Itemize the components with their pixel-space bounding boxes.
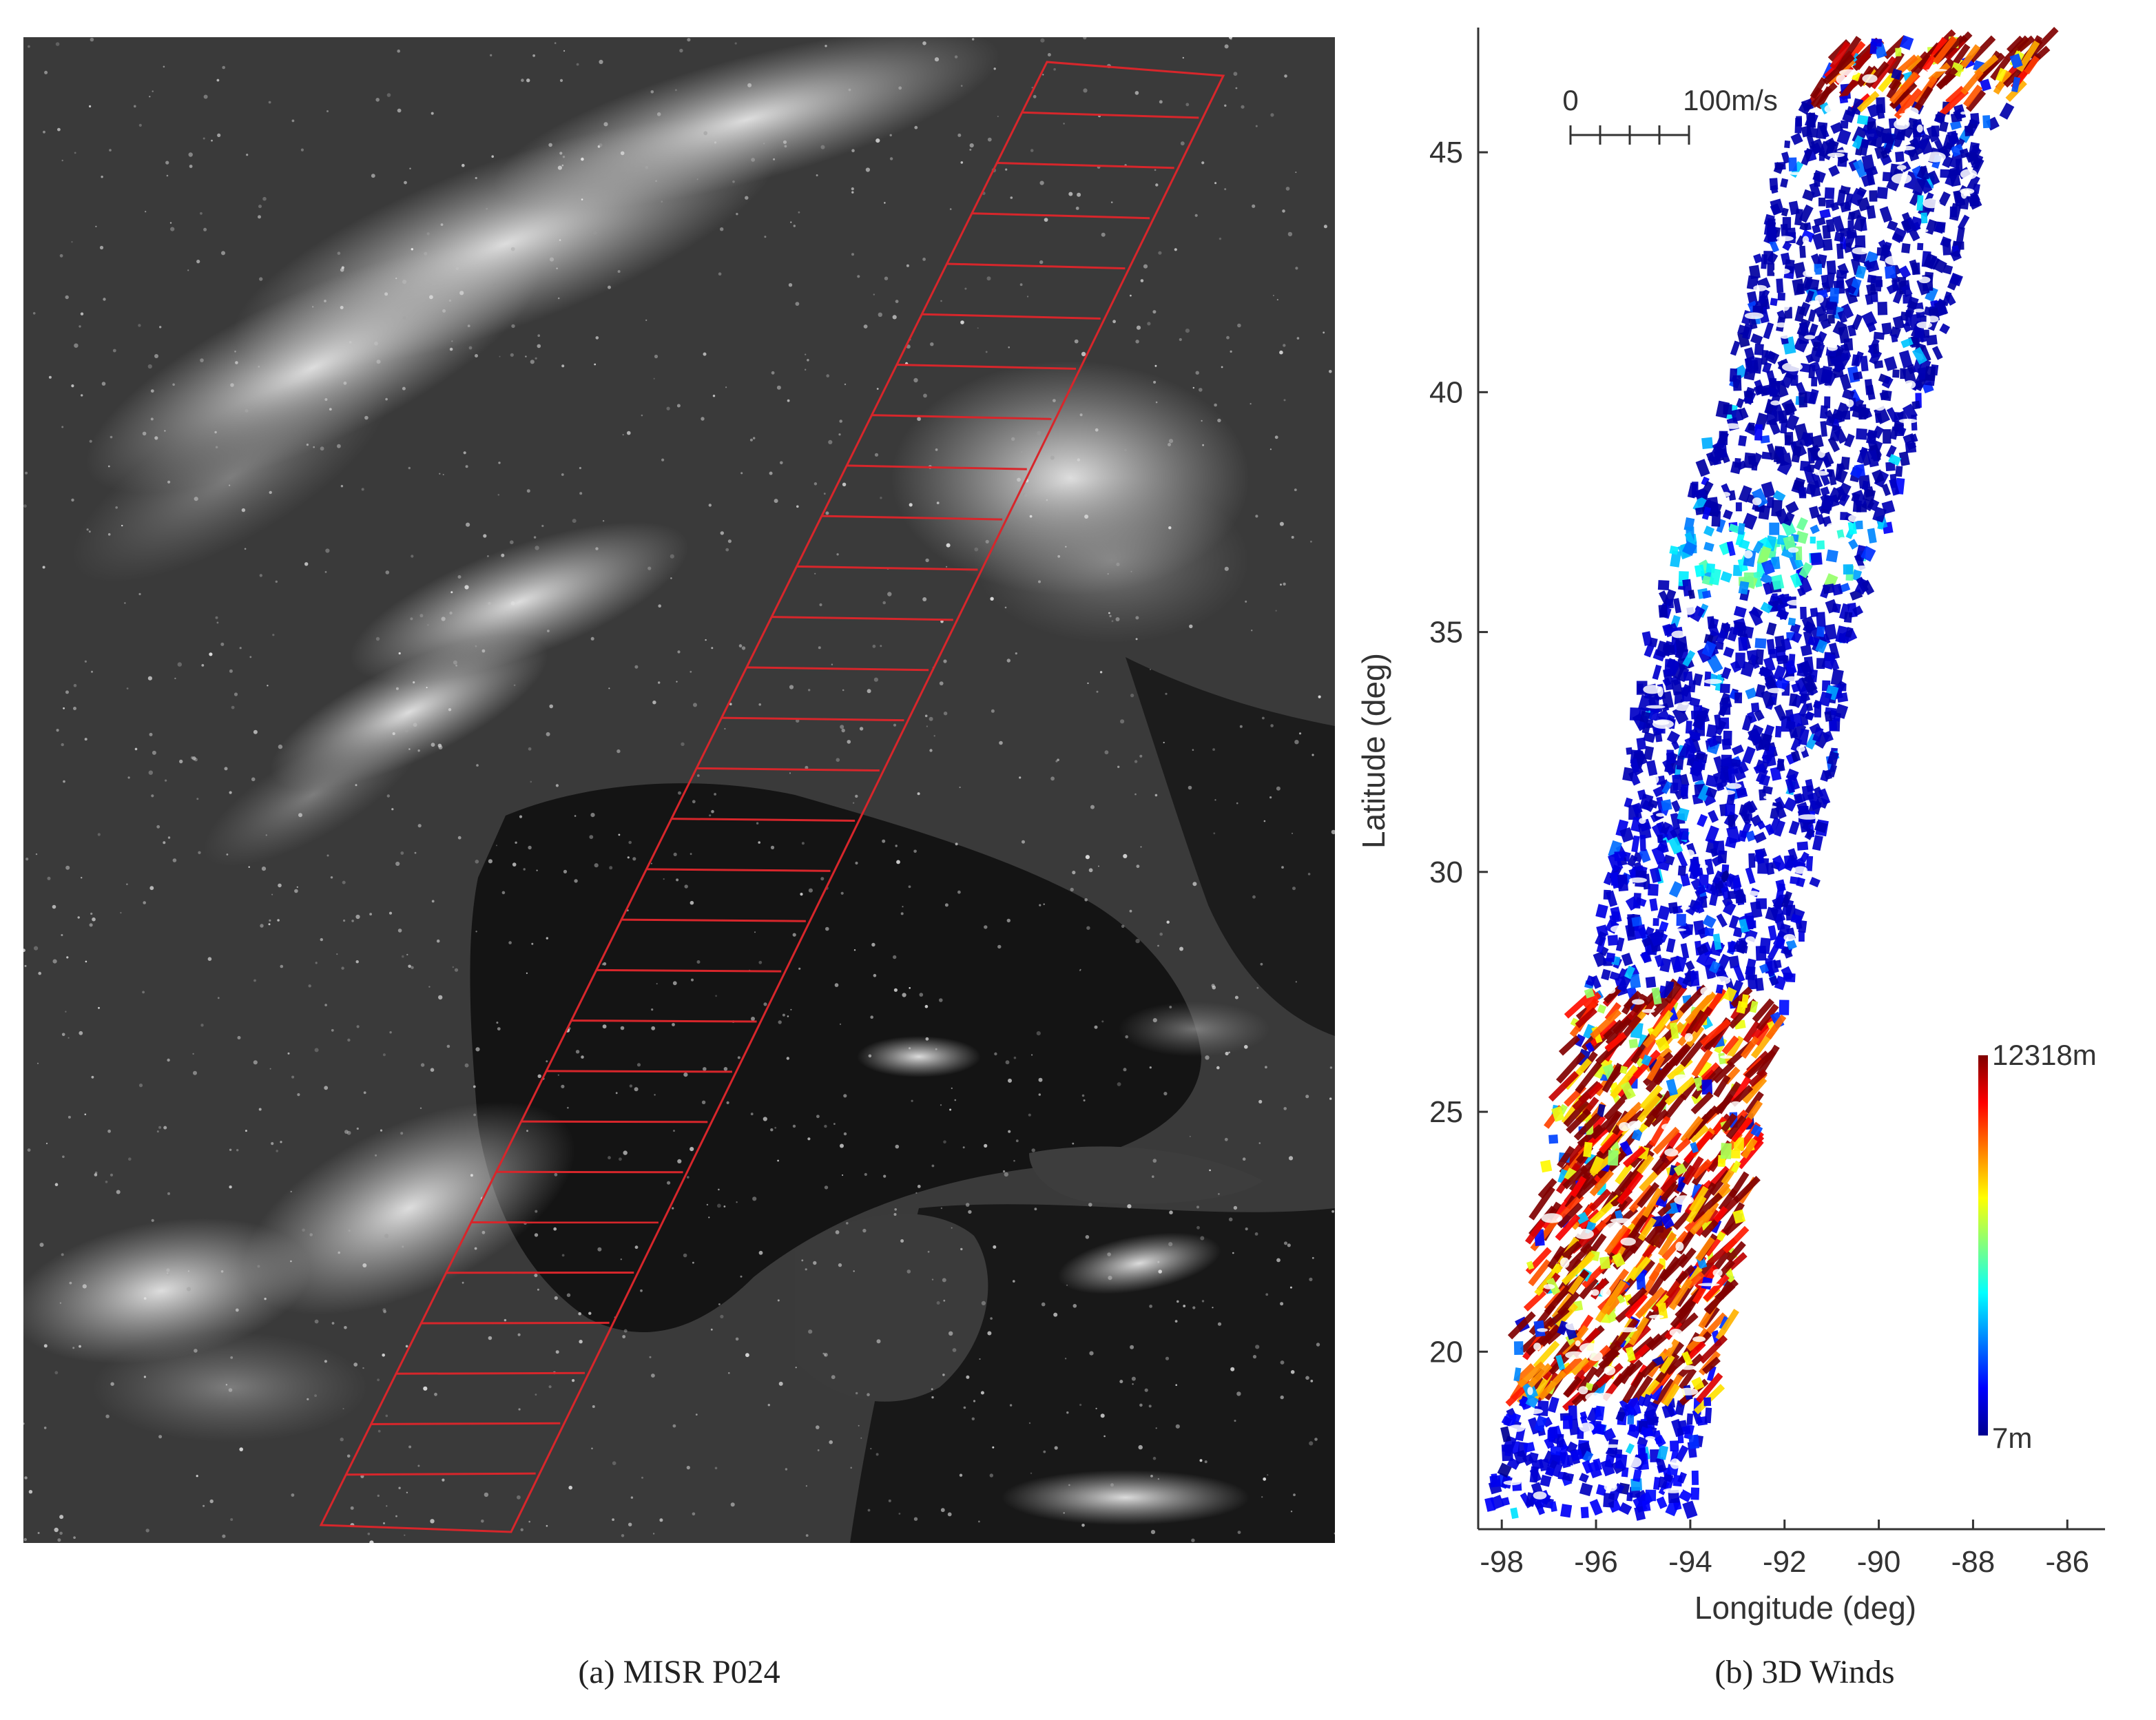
misr-block-divider xyxy=(946,262,1126,270)
misr-block-divider xyxy=(346,1472,536,1476)
colorbar-min-label: 7m xyxy=(1992,1422,2032,1454)
cloud xyxy=(242,1101,576,1315)
misr-path-blocks xyxy=(319,61,1225,1533)
x-tick-label: -90 xyxy=(1857,1545,1901,1579)
y-axis-label: Latitude (deg) xyxy=(1356,653,1391,849)
scale-bar-end-label: 100m/s xyxy=(1683,84,1778,116)
misr-block-divider xyxy=(621,918,806,922)
x-tick-label: -88 xyxy=(1951,1545,1996,1579)
misr-block-divider xyxy=(796,565,978,571)
satellite-image xyxy=(11,29,1336,1545)
misr-block-divider xyxy=(521,1120,708,1123)
atlantic-water xyxy=(1126,657,1335,1036)
cloud-speckles xyxy=(22,35,1336,1545)
cloud xyxy=(92,1332,368,1442)
misr-block-divider xyxy=(821,515,1003,521)
scale-bar-start-label: 0 xyxy=(1562,84,1578,116)
misr-block-divider xyxy=(971,212,1150,220)
x-tick-label: -94 xyxy=(1668,1545,1712,1579)
cloud xyxy=(857,1036,981,1077)
y-tick-label: 40 xyxy=(1429,375,1463,409)
misr-block-divider xyxy=(771,616,953,621)
height-colorbar: 12318m 7m xyxy=(1978,1039,2097,1454)
misr-block-divider xyxy=(596,968,782,973)
misr-block-divider xyxy=(746,666,929,672)
cuba xyxy=(1029,1146,1263,1204)
misr-block-divider xyxy=(896,363,1077,370)
colorbar-max-label: 12318m xyxy=(1992,1039,2097,1071)
y-tick-label: 30 xyxy=(1429,856,1463,889)
caption-a: (a) MISR P024 xyxy=(578,1654,780,1690)
yucatan-peninsula xyxy=(795,1213,988,1402)
misr-block-divider xyxy=(646,868,831,872)
misr-block-divider xyxy=(396,1371,585,1375)
cloud xyxy=(72,373,388,583)
misr-block-divider xyxy=(922,313,1101,320)
cloud xyxy=(974,478,1250,643)
y-tick-label: 35 xyxy=(1429,616,1463,650)
cloud xyxy=(1119,1002,1270,1057)
misr-block-divider xyxy=(571,1019,757,1023)
x-tick-label: -92 xyxy=(1763,1545,1807,1579)
y-tick-label: 25 xyxy=(1429,1095,1463,1129)
satellite-image-panel xyxy=(11,29,1336,1545)
misr-block-divider xyxy=(696,767,880,772)
wind-swath xyxy=(1484,26,2059,1521)
caption-b: (b) 3D Winds xyxy=(1714,1654,1895,1690)
misr-swath-outline xyxy=(319,61,1225,1533)
y-tick-label: 20 xyxy=(1429,1335,1463,1369)
misr-block-divider xyxy=(546,1070,732,1073)
cloud xyxy=(1057,1232,1221,1294)
misr-block-divider xyxy=(371,1422,561,1426)
colorbar-gradient xyxy=(1978,1055,1988,1436)
misr-block-divider xyxy=(997,161,1174,169)
misr-block-divider xyxy=(721,716,904,722)
chart-axes: -98 -96 -94 -92 -90 -88 -86 20 25 30 35 40 45 Longitu… xyxy=(1356,28,2105,1626)
x-tick-label: -86 xyxy=(2045,1545,2089,1579)
cloud xyxy=(350,521,689,683)
misr-block-divider xyxy=(1022,111,1199,119)
winds-chart-panel: -98 -96 -94 -92 -90 -88 -86 20 25 30 35 40 45 Longitu… xyxy=(1350,14,2149,1653)
cloud xyxy=(203,723,422,867)
x-tick-label: -96 xyxy=(1574,1545,1618,1579)
cloud xyxy=(493,29,1000,211)
misr-block-divider xyxy=(871,414,1052,420)
winds-chart: -98 -96 -94 -92 -90 -88 -86 20 25 30 35 40 45 Longitu… xyxy=(1356,26,2105,1626)
speed-scale-bar: 0 100m/s xyxy=(1562,84,1778,145)
cloud-layer xyxy=(11,29,1270,1525)
cloud xyxy=(1002,1470,1250,1525)
x-axis-label: Longitude (deg) xyxy=(1694,1590,1916,1626)
y-tick-label: 45 xyxy=(1429,136,1463,169)
misr-block-divider xyxy=(847,464,1027,470)
x-tick-label: -98 xyxy=(1480,1545,1524,1579)
misr-block-divider xyxy=(671,818,856,822)
cloud xyxy=(11,1218,311,1364)
